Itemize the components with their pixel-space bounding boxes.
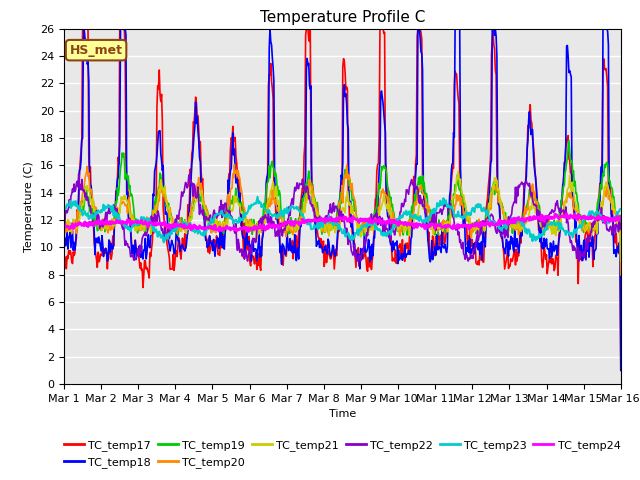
TC_temp17 (60, 263, 68, 269)
TC_temp24 (214, 227, 221, 232)
TC_temp20 (411, 200, 419, 206)
TC_temp19 (60, 224, 68, 230)
Line: TC_temp19: TC_temp19 (64, 141, 621, 275)
TC_temp22 (244, 258, 252, 264)
TC_temp19 (426, 206, 434, 212)
TC_temp17 (214, 252, 222, 257)
TC_temp22 (412, 183, 419, 189)
TC_temp21 (60, 228, 68, 234)
TC_temp22 (70, 181, 78, 187)
TC_temp19 (565, 138, 573, 144)
TC_temp19 (70, 223, 78, 229)
TC_temp20 (428, 220, 435, 226)
TC_temp18 (617, 368, 625, 373)
TC_temp21 (426, 218, 434, 224)
TC_temp20 (214, 218, 221, 224)
TC_temp23 (70, 199, 78, 204)
TC_temp21 (617, 258, 625, 264)
Line: TC_temp23: TC_temp23 (64, 197, 621, 242)
TC_temp18 (428, 254, 435, 260)
TC_temp18 (60, 239, 68, 244)
TC_temp22 (75, 171, 83, 177)
TC_temp22 (60, 224, 68, 229)
TC_temp24 (127, 220, 135, 226)
TC_temp19 (214, 221, 221, 227)
TC_temp21 (184, 226, 192, 232)
TC_temp21 (127, 211, 135, 216)
TC_temp23 (617, 206, 625, 212)
TC_temp22 (214, 213, 222, 218)
Line: TC_temp18: TC_temp18 (64, 29, 621, 371)
TC_temp21 (454, 168, 462, 174)
TC_temp23 (60, 208, 68, 214)
TC_temp22 (128, 253, 136, 259)
TC_temp20 (70, 225, 78, 231)
Y-axis label: Temperature (C): Temperature (C) (24, 161, 35, 252)
TC_temp24 (244, 229, 252, 235)
TC_temp23 (127, 226, 135, 231)
TC_temp22 (428, 218, 436, 224)
TC_temp23 (412, 212, 419, 218)
TC_temp23 (160, 240, 168, 245)
TC_temp23 (185, 225, 193, 231)
TC_temp23 (428, 211, 436, 216)
TC_temp17 (185, 215, 193, 220)
TC_temp21 (70, 223, 78, 229)
TC_temp18 (185, 212, 193, 218)
TC_temp17 (79, 26, 86, 32)
TC_temp22 (617, 221, 625, 227)
X-axis label: Time: Time (329, 409, 356, 419)
Line: TC_temp22: TC_temp22 (64, 174, 621, 261)
TC_temp21 (410, 217, 418, 223)
TC_temp21 (214, 223, 221, 229)
TC_temp20 (184, 220, 192, 226)
TC_temp19 (184, 224, 192, 229)
TC_temp19 (410, 206, 418, 212)
Legend: TC_temp17, TC_temp18, TC_temp19, TC_temp20, TC_temp21, TC_temp22, TC_temp23, TC_: TC_temp17, TC_temp18, TC_temp19, TC_temp… (60, 436, 625, 472)
TC_temp17 (617, 368, 625, 373)
TC_temp24 (563, 211, 570, 216)
Line: TC_temp24: TC_temp24 (64, 214, 621, 232)
Title: Temperature Profile C: Temperature Profile C (260, 10, 425, 25)
TC_temp18 (70, 240, 78, 245)
TC_temp24 (70, 225, 78, 231)
TC_temp17 (411, 186, 419, 192)
TC_temp18 (411, 188, 419, 193)
TC_temp18 (128, 251, 136, 256)
TC_temp24 (184, 225, 192, 230)
Line: TC_temp20: TC_temp20 (64, 165, 621, 275)
TC_temp20 (127, 212, 135, 217)
TC_temp23 (214, 211, 222, 217)
TC_temp17 (128, 247, 136, 253)
Text: HS_met: HS_met (70, 44, 123, 57)
TC_temp19 (617, 272, 625, 277)
TC_temp20 (60, 234, 68, 240)
TC_temp22 (185, 174, 193, 180)
TC_temp18 (80, 26, 88, 32)
TC_temp18 (214, 236, 222, 241)
Line: TC_temp21: TC_temp21 (64, 171, 621, 261)
TC_temp24 (617, 216, 625, 222)
TC_temp17 (428, 253, 435, 259)
TC_temp19 (127, 191, 135, 197)
TC_temp23 (254, 194, 262, 200)
TC_temp20 (230, 162, 238, 168)
TC_temp24 (60, 226, 68, 232)
TC_temp20 (617, 272, 625, 277)
TC_temp24 (428, 221, 435, 227)
TC_temp24 (411, 221, 419, 227)
Line: TC_temp17: TC_temp17 (64, 29, 621, 371)
TC_temp17 (70, 252, 78, 258)
